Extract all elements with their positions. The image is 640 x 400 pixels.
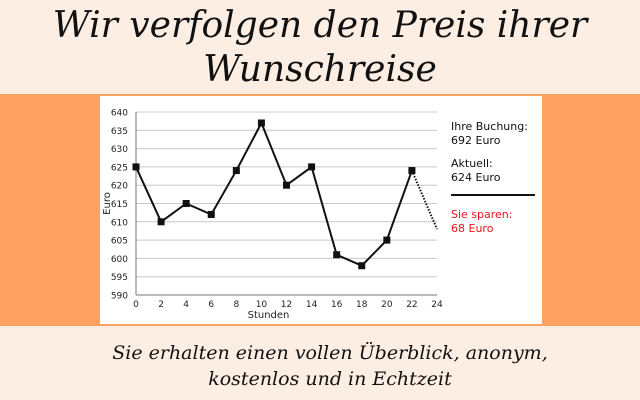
data-point-marker xyxy=(358,262,366,270)
projection-line xyxy=(410,170,438,230)
y-tick-label: 595 xyxy=(111,273,128,283)
x-tick-label: 16 xyxy=(331,300,343,310)
y-axis-label: Euro xyxy=(102,192,113,215)
x-tick-label: 12 xyxy=(281,300,292,310)
data-point-marker xyxy=(283,181,290,189)
x-tick-label: 22 xyxy=(406,300,417,310)
current-label: Aktuell: xyxy=(451,157,493,170)
x-tick-label: 0 xyxy=(133,300,139,310)
data-point-marker xyxy=(132,163,140,171)
y-tick-label: 635 xyxy=(111,127,128,137)
data-point-marker xyxy=(333,251,341,259)
x-tick-label: 18 xyxy=(356,300,368,310)
y-tick-label: 625 xyxy=(111,163,128,173)
current-value: 624 Euro xyxy=(451,171,501,184)
x-tick-label: 6 xyxy=(208,300,214,310)
x-tick-label: 10 xyxy=(256,300,268,310)
booking-block: Ihre Buchung: 692 Euro xyxy=(451,120,539,148)
data-point-marker xyxy=(408,167,416,175)
divider-line xyxy=(451,194,535,196)
savings-label: Sie sparen: xyxy=(451,208,513,221)
price-info-panel: Ihre Buchung: 692 Euro Aktuell: 624 Euro… xyxy=(451,120,539,245)
y-tick-label: 605 xyxy=(111,237,128,247)
subline-line-1: Sie erhalten einen vollen Überblick, ano… xyxy=(112,342,548,364)
subline-line-2: kostenlos und in Echtzeit xyxy=(208,368,452,390)
y-tick-label: 600 xyxy=(111,255,128,265)
y-tick-label: 615 xyxy=(111,200,128,210)
data-point-marker xyxy=(308,163,316,171)
savings-block: Sie sparen: 68 Euro xyxy=(451,208,539,236)
price-line xyxy=(135,120,413,267)
data-point-marker xyxy=(182,200,190,207)
x-tick-label: 24 xyxy=(431,300,443,310)
subline: Sie erhalten einen vollen Überblick, ano… xyxy=(0,340,640,392)
headline-line-2: Wunschreise xyxy=(203,49,437,90)
current-block: Aktuell: 624 Euro xyxy=(451,157,539,185)
booking-label: Ihre Buchung: xyxy=(451,120,528,133)
y-tick-label: 640 xyxy=(111,109,128,119)
y-tick-label: 630 xyxy=(111,145,128,155)
x-tick-label: 4 xyxy=(183,300,189,310)
savings-value: 68 Euro xyxy=(451,222,494,235)
price-chart-card: 590 595 600 605 610 615 620 625 630 635 640 0 2 4 6 8 10… xyxy=(100,96,542,324)
x-axis-label: Stunden xyxy=(248,310,290,321)
data-point-marker xyxy=(207,210,215,218)
headline: Wir verfolgen den Preis ihrer Wunschreis… xyxy=(0,4,640,92)
y-tick-label: 620 xyxy=(111,182,128,192)
data-point-marker xyxy=(383,236,391,244)
headline-line-1: Wir verfolgen den Preis ihrer xyxy=(52,5,588,46)
x-tick-label: 20 xyxy=(381,300,393,310)
data-point-marker xyxy=(232,167,240,175)
data-point-marker xyxy=(257,119,265,127)
data-point-marker xyxy=(157,218,165,226)
x-tick-label: 2 xyxy=(158,300,164,310)
x-tick-label: 8 xyxy=(233,300,239,310)
booking-value: 692 Euro xyxy=(451,134,501,147)
y-tick-label: 590 xyxy=(111,292,128,302)
y-tick-label: 610 xyxy=(111,218,128,228)
x-tick-label: 14 xyxy=(306,300,318,310)
